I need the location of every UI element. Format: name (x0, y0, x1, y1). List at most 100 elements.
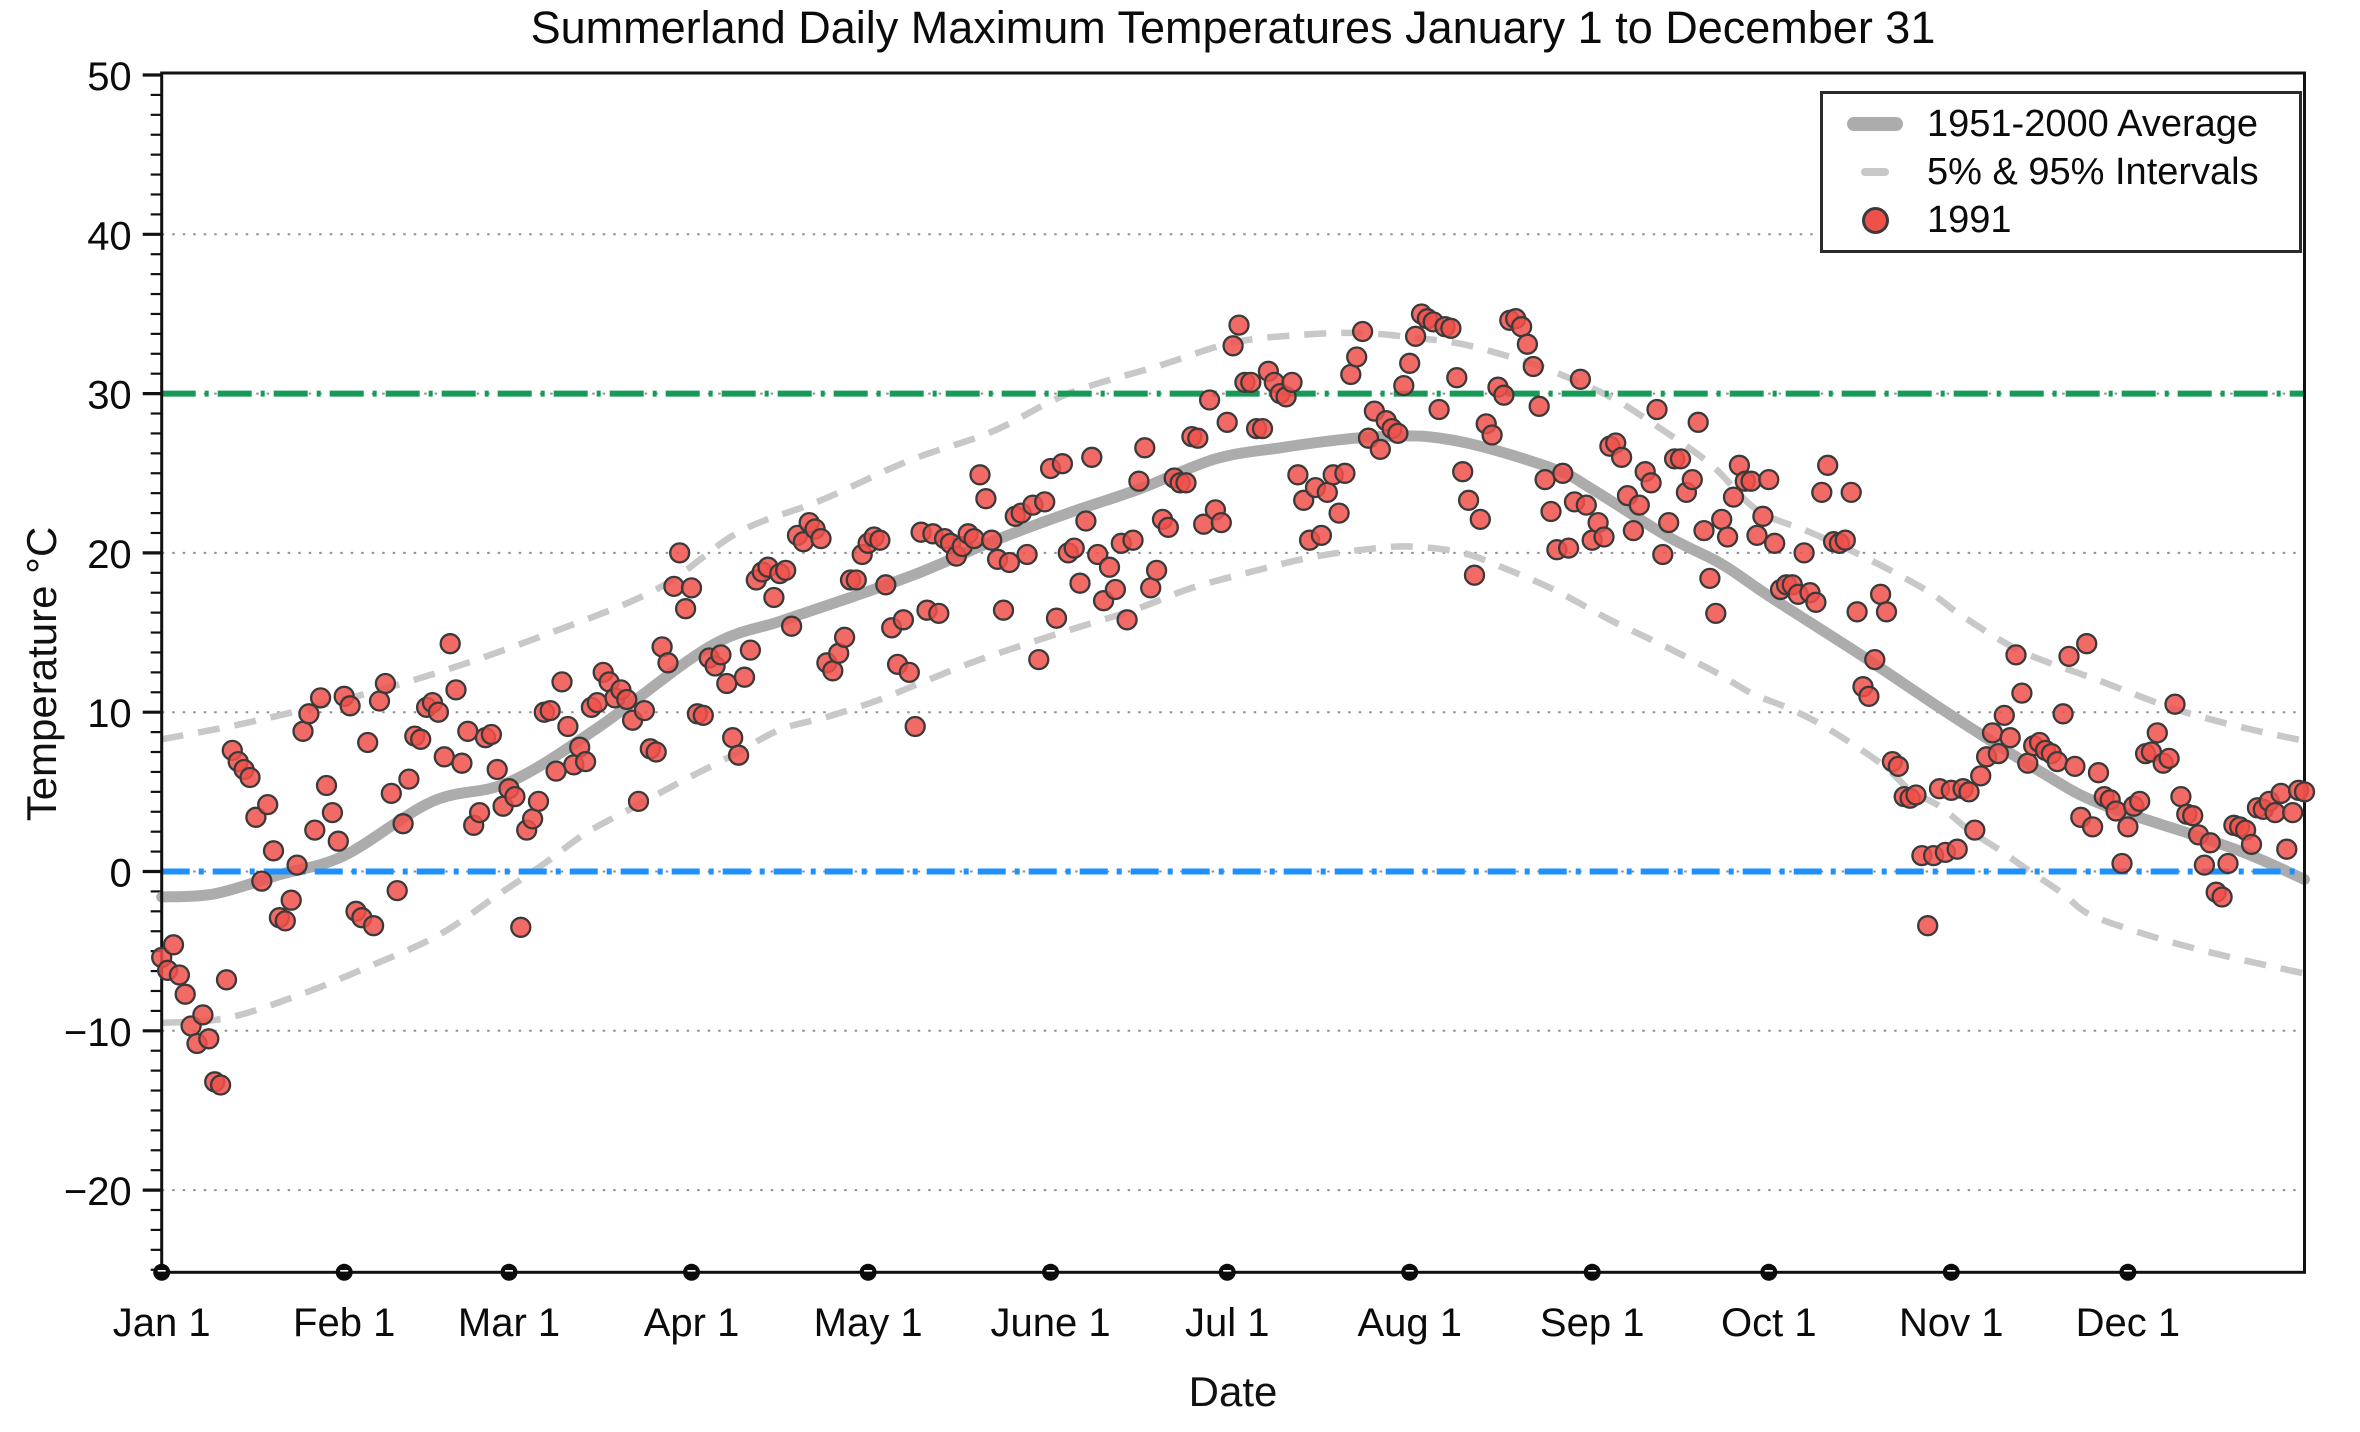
data-point (1846, 601, 1868, 623)
data-point (2087, 762, 2110, 784)
data-point (898, 661, 920, 684)
data-point (327, 830, 349, 852)
data-point (1393, 374, 1415, 397)
data-point (539, 699, 561, 722)
data-point (1351, 320, 1374, 343)
data-point (1993, 704, 2015, 727)
data-point (1399, 352, 1421, 374)
data-point (1669, 448, 1692, 470)
data-point (1817, 454, 1839, 476)
legend-label-average: 1951-2000 Average (1927, 102, 2259, 145)
data-point (969, 464, 991, 486)
gridlines (161, 233, 2305, 1192)
data-point (1028, 648, 1050, 671)
data-point (392, 813, 414, 835)
scatter-dot-swatch (1823, 206, 1927, 234)
y-axis-ticks (142, 73, 162, 1271)
data-point (1869, 583, 1892, 605)
x-tick-label-May-1: May 1 (814, 1301, 923, 1345)
data-point (1122, 529, 1144, 551)
x-tick-label-Apr-1: Apr 1 (644, 1301, 740, 1345)
data-point (1946, 838, 1968, 860)
data-point (1864, 648, 1886, 671)
data-point (1516, 333, 1539, 355)
data-point (892, 609, 915, 631)
data-point (2058, 645, 2080, 668)
data-point (975, 488, 997, 510)
data-point (1128, 470, 1150, 492)
month-marker-dot (1042, 1263, 1060, 1281)
scatter-points-1991 (151, 303, 2316, 1096)
data-point (739, 639, 762, 661)
data-point (1222, 335, 1244, 357)
data-point (1240, 371, 1262, 394)
data-point (1746, 524, 1768, 547)
data-point (557, 715, 579, 738)
data-point (2017, 752, 2039, 774)
data-point (1640, 472, 1662, 494)
data-point (1646, 398, 1668, 421)
data-point (1175, 472, 1197, 494)
data-point (1793, 542, 1815, 564)
data-point (527, 790, 550, 813)
data-point (1228, 314, 1250, 336)
x-tick-label-Aug-1: Aug 1 (1357, 1301, 1462, 1345)
data-point (1858, 685, 1880, 707)
data-point (1540, 500, 1562, 523)
data-point (1210, 511, 1232, 534)
average-line-swatch (1823, 117, 1927, 131)
data-point (845, 569, 867, 591)
data-point (198, 1028, 220, 1050)
data-point (1699, 567, 1721, 590)
data-point (1140, 577, 1162, 599)
data-point (292, 720, 314, 742)
data-point (1964, 819, 1986, 841)
data-point (1134, 437, 1156, 459)
data-point (1098, 556, 1121, 578)
data-point (457, 720, 479, 742)
data-point (1752, 505, 1774, 527)
data-point (1328, 502, 1350, 524)
data-point (2293, 781, 2316, 803)
y-axis-title: Temperature °C (18, 526, 65, 822)
legend-label-intervals: 5% & 95% Intervals (1927, 150, 2259, 193)
data-point (657, 652, 679, 674)
data-point (1528, 395, 1550, 417)
data-point (1557, 537, 1580, 559)
data-point (486, 758, 508, 781)
data-point (2052, 703, 2074, 725)
data-point (2199, 832, 2221, 854)
data-point (1740, 470, 1762, 492)
data-point (433, 746, 455, 768)
data-point (1452, 461, 1474, 483)
data-point (368, 690, 391, 712)
data-point (1628, 494, 1650, 516)
data-point (1999, 727, 2021, 749)
data-point (2146, 722, 2168, 744)
data-point (616, 688, 638, 711)
data-point (521, 808, 544, 830)
data-point (1575, 494, 1597, 516)
data-point (174, 983, 196, 1005)
month-marker-dot (1583, 1263, 1601, 1281)
data-point (833, 626, 856, 648)
data-point (633, 699, 656, 722)
data-point (998, 551, 1021, 574)
data-point (1958, 781, 1980, 803)
data-point (1981, 722, 2004, 744)
data-point (215, 969, 238, 991)
data-point (928, 602, 950, 625)
x-axis-months: Jan 1 Feb 1 Mar 1 Apr 1 May 1 June 1 Jul 1 Aug … (113, 1263, 2180, 1345)
data-point (162, 934, 185, 956)
x-tick-label-June-1: June 1 (991, 1301, 1111, 1345)
data-point (1481, 424, 1503, 446)
data-point (1045, 607, 1068, 629)
y-tick-labels: −20 −10 0 10 20 30 40 50 (64, 55, 132, 1214)
data-point (904, 715, 926, 738)
data-point (586, 691, 608, 714)
data-point (1440, 317, 1462, 339)
data-point (1970, 765, 1992, 787)
data-point (2276, 838, 2298, 860)
legend-box: 1951-2000 Average 5% & 95% Intervals 199… (1820, 91, 2302, 253)
